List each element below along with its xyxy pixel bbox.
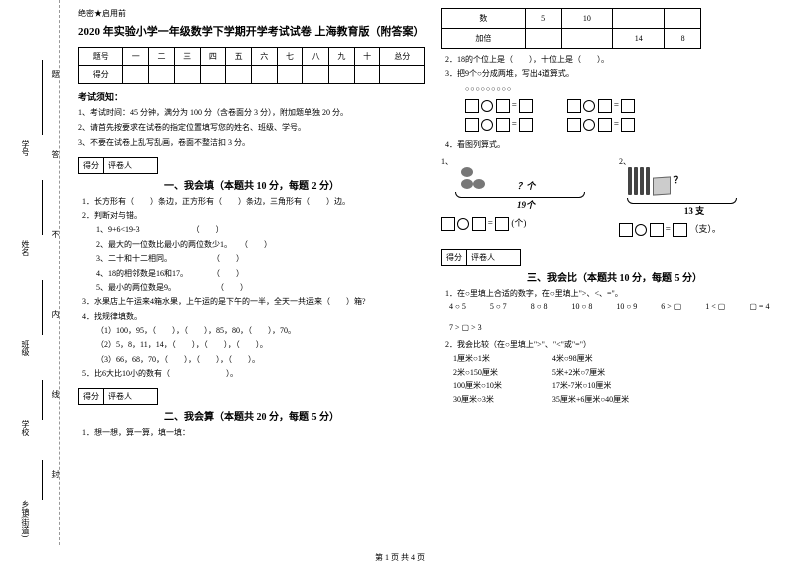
equation-row: = =: [465, 97, 788, 113]
section-3-title: 三、我会比（本题共 10 分，每题 5 分）: [441, 269, 788, 284]
score-row-label: 得分: [79, 66, 123, 84]
notice-head: 考试须知：: [78, 90, 425, 103]
notice-line: 2、请首先按要求在试卷的指定位置填写您的姓名、班级、学号。: [78, 120, 425, 135]
grader-score: 得分: [79, 158, 104, 173]
margin-label: 乡镇(街道): [20, 500, 31, 537]
compare-row: 4 ○ 5 5 ○ 7 8 ○ 8 10 ○ 8 10 ○ 9 6 > ▢ 1 …: [449, 302, 788, 332]
grader-box: 得分 评卷人: [441, 249, 521, 266]
q1-2: 2．判断对与错。: [82, 209, 425, 223]
q1-2-sub: 3、二十和十二相同。 （ ）: [96, 252, 425, 266]
pen-icon: [646, 167, 650, 195]
seal-hint: 不: [50, 230, 61, 238]
box-icon: [653, 177, 671, 196]
q2-4: 4．看图列算式。: [445, 138, 788, 152]
q2-3: 3．把9个○分成两堆，写出4道算式。: [445, 67, 788, 81]
fig1-total: 19个: [441, 198, 611, 211]
q1-4: 4．找规律填数。: [82, 310, 425, 324]
content: 绝密★启用前 2020 年实验小学一年级数学下学期开学考试试卷 上海教育版（附答…: [60, 0, 800, 545]
binding-margin: 乡镇(街道) 学校 班级 姓名 学号 封 线 内 不 答 题: [0, 0, 60, 545]
seal-hint: 封: [50, 470, 61, 478]
q1-2-sub: 2、最大的一位数比最小的两位数少1。 （ ）: [96, 238, 425, 252]
score-header: 题号: [79, 48, 123, 66]
pen-icon: [634, 167, 638, 195]
figure-1: 1、 ？个 19个 = (个): [441, 156, 611, 237]
double-table: 数 5 10 加倍 14 8: [441, 8, 701, 49]
page-footer: 第 1 页 共 4 页: [0, 552, 800, 563]
ball-icon: [461, 179, 473, 189]
figure-row: 1、 ？个 19个 = (个) 2、: [441, 156, 788, 237]
seal-hint: 线: [50, 390, 61, 398]
q1-1: 1．长方形有（ ）条边，正方形有（ ）条边，三角形有（ ）边。: [82, 195, 425, 209]
margin-label: 姓名: [20, 240, 31, 256]
margin-label: 班级: [20, 340, 31, 356]
left-column: 绝密★启用前 2020 年实验小学一年级数学下学期开学考试试卷 上海教育版（附答…: [70, 8, 433, 545]
score-table: 题号 一 二 三 四 五 六 七 八 九 十 总分 得分: [78, 47, 425, 84]
q1-2-sub: 5、最小的两位数是9。 （ ）: [96, 281, 425, 295]
grader-name: 评卷人: [104, 158, 136, 173]
circle-row: ○○○○○○○○○: [465, 85, 788, 93]
q1-3: 3．水果店上午运来4箱水果，上午运的是下午的一半，全天一共运来（ ）箱?: [82, 295, 425, 309]
notice-line: 3、不要在试卷上乱写乱画，卷面不整洁扣 3 分。: [78, 135, 425, 150]
notice-line: 1、考试时间：45 分钟，满分为 100 分（含卷面分 3 分），附加题单独 2…: [78, 105, 425, 120]
ball-icon: [473, 179, 485, 189]
seal-hint: 题: [50, 70, 61, 78]
q1-5: 5．比6大比10小的数有（ ）。: [82, 367, 425, 381]
q2-1: 1．想一想，算一算，填一填：: [82, 426, 425, 440]
ball-icon: [461, 167, 473, 177]
seal-hint: 内: [50, 310, 61, 318]
seal-hint: 答: [50, 150, 61, 158]
q1-4-sub: （3）66，68，70，（ ），（ ），（ ）。: [96, 353, 425, 367]
page: 乡镇(街道) 学校 班级 姓名 学号 封 线 内 不 答 题 绝密★启用前 20…: [0, 0, 800, 545]
margin-label: 学号: [20, 140, 31, 156]
equation-row: = =: [465, 116, 788, 132]
q1-2-sub: 1、9+6<19-3 （ ）: [96, 223, 425, 237]
compare-table: 1厘米○1米 2米○150厘米 100厘米○10米 30厘米○3米 4米○98厘…: [453, 352, 788, 406]
q1-2-sub: 4、18的相邻数是16和17。 （ ）: [96, 267, 425, 281]
fig2-equation: = （支）。: [619, 221, 769, 237]
q1-4-sub: （2）5，8，11，14，（ ），（ ），（ ）。: [96, 338, 425, 352]
pen-icon: [628, 167, 632, 195]
q1-4-sub: （1）100，95，（ ），（ ），85，80，（ ），70。: [96, 324, 425, 338]
section-2-title: 二、我会算（本题共 20 分，每题 5 分）: [78, 408, 425, 423]
fig1-equation: = (个): [441, 215, 611, 231]
q3-1: 1．在○里填上合适的数字，在○里填上">、<、="。: [445, 287, 788, 301]
fig1-question: ？个: [517, 181, 535, 191]
exam-title: 2020 年实验小学一年级数学下学期开学考试试卷 上海教育版（附答案）: [78, 23, 425, 39]
grader-box: 得分 评卷人: [78, 388, 158, 405]
fig2-question: ？: [674, 175, 683, 185]
fig2-total: 13 支: [619, 204, 769, 217]
grader-box: 得分 评卷人: [78, 157, 158, 174]
q2-2: 2．18的个位上是（ ），十位上是（ ）。: [445, 53, 788, 67]
secret-label: 绝密★启用前: [78, 8, 425, 19]
section-1-title: 一、我会填（本题共 10 分，每题 2 分）: [78, 177, 425, 192]
pen-icon: [640, 167, 644, 195]
figure-2: 2、 ？ 13 支 = （支）。: [619, 156, 769, 237]
q3-2: 2．我会比较（在○里填上">"、"<"或"="）: [445, 338, 788, 352]
right-column: 数 5 10 加倍 14 8 2．18的个位上是（ ），十位上是（ ）。 3．把…: [433, 8, 796, 545]
margin-label: 学校: [20, 420, 31, 436]
